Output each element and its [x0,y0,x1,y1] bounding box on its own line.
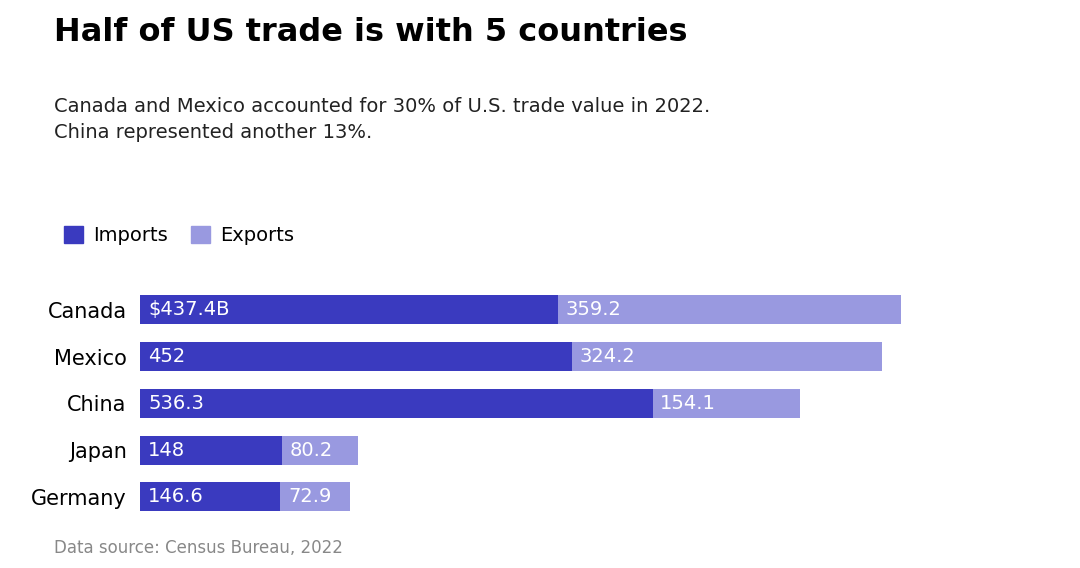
Text: 154.1: 154.1 [660,394,716,413]
Bar [140,389,652,418]
Bar [140,482,281,511]
Bar [140,342,572,371]
Bar [652,389,799,418]
Text: 146.6: 146.6 [148,487,204,506]
Text: Half of US trade is with 5 countries: Half of US trade is with 5 countries [54,17,688,48]
Text: 452: 452 [148,347,186,366]
Text: $437.4B: $437.4B [148,300,230,319]
Bar [572,342,881,371]
Bar [140,295,558,324]
Text: 536.3: 536.3 [148,394,204,413]
Bar [140,436,282,465]
Text: 72.9: 72.9 [288,487,332,506]
Bar [558,295,901,324]
Text: Canada and Mexico accounted for 30% of U.S. trade value in 2022.
China represent: Canada and Mexico accounted for 30% of U… [54,97,711,142]
Text: 359.2: 359.2 [566,300,622,319]
Text: 324.2: 324.2 [580,347,635,366]
Bar [281,482,350,511]
Legend: Imports, Exports: Imports, Exports [64,225,294,245]
Bar [282,436,359,465]
Text: Data source: Census Bureau, 2022: Data source: Census Bureau, 2022 [54,538,342,557]
Text: 80.2: 80.2 [289,441,333,460]
Text: 148: 148 [148,441,185,460]
